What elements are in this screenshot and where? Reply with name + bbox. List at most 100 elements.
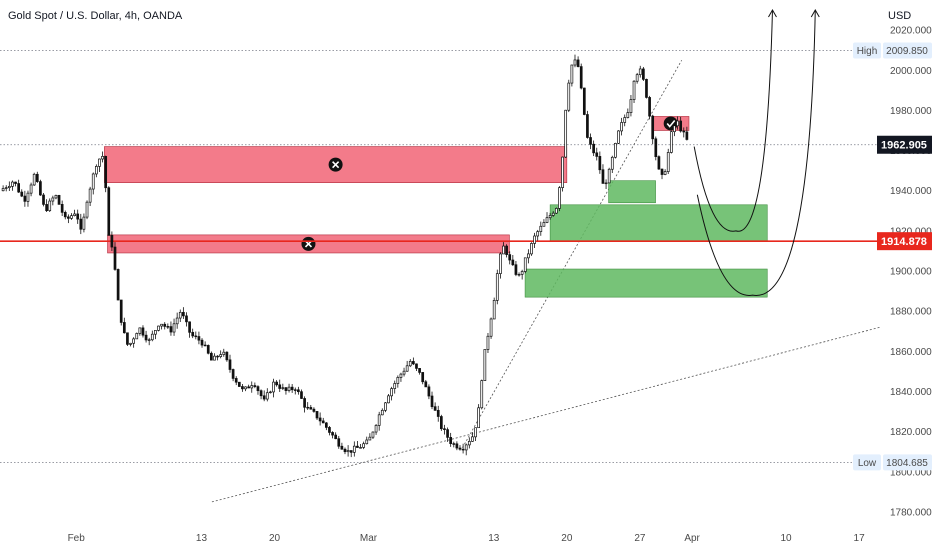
high-tag-label: High — [857, 46, 878, 57]
candle-body — [160, 323, 163, 327]
candle-body — [359, 447, 362, 449]
candle-body — [489, 318, 493, 337]
candle-body — [579, 66, 583, 89]
candle-body — [517, 273, 521, 276]
candle-body — [194, 335, 198, 338]
candle-body — [523, 257, 527, 272]
candle-body — [486, 335, 490, 350]
y-tick-label: 1980.000 — [890, 106, 932, 117]
level-price-box — [877, 232, 932, 251]
candle-body — [626, 112, 630, 118]
candle-body — [635, 74, 639, 82]
candle-body — [178, 311, 182, 319]
candle-body — [362, 443, 365, 448]
candle-body — [424, 381, 428, 388]
demand-zone — [524, 268, 768, 298]
candle-body — [287, 386, 291, 391]
candle-body — [247, 386, 250, 389]
candle-body — [654, 138, 658, 157]
low-tag-label: Low — [858, 458, 877, 469]
candle-body — [412, 361, 415, 365]
candle-body — [104, 156, 108, 189]
candle-body — [126, 332, 129, 345]
candle-body — [11, 181, 14, 187]
candle-body — [188, 321, 191, 333]
candle-body — [79, 218, 83, 230]
candle-body — [582, 87, 586, 115]
candle-body — [253, 385, 257, 387]
candle-body — [673, 125, 676, 133]
arrow-up-icon — [810, 9, 820, 18]
candle-body — [415, 363, 418, 369]
current-price-box — [877, 135, 932, 154]
y-tick-label: 1880.000 — [890, 307, 932, 318]
candle-body — [107, 187, 111, 236]
candle-body — [589, 137, 592, 145]
candle-body — [42, 194, 45, 205]
candle-body — [67, 216, 70, 219]
low-value-box — [883, 454, 932, 471]
candle-body — [259, 390, 263, 397]
candle-body — [132, 338, 135, 344]
y-tick-label: 1920.000 — [890, 226, 932, 237]
candle-body — [76, 213, 80, 220]
candle-body — [570, 64, 574, 84]
candle-body — [331, 432, 334, 436]
candle-body — [315, 411, 319, 419]
candle-body — [113, 246, 117, 270]
candle-body — [4, 187, 8, 189]
chart-title: Gold Spot / U.S. Dollar, 4h, OANDA — [8, 10, 183, 22]
candle-body — [642, 68, 645, 80]
candle-body — [209, 352, 213, 361]
candle-body — [623, 117, 627, 123]
candle-body — [548, 215, 552, 219]
candle-body — [604, 182, 608, 185]
x-tick-label: 20 — [269, 533, 281, 544]
candle-body — [300, 391, 303, 399]
candle-body — [57, 195, 61, 205]
candle-body — [576, 59, 580, 67]
candle-body — [265, 392, 269, 400]
candle-body — [88, 188, 92, 203]
candle-body — [396, 377, 400, 384]
candle-body — [129, 342, 132, 345]
candle-body — [60, 204, 64, 213]
candle-body — [110, 235, 114, 248]
x-tick-label: 17 — [854, 533, 866, 544]
candle-body — [281, 387, 285, 389]
candle-body — [617, 130, 620, 144]
candle-body — [464, 444, 468, 451]
candle-body — [387, 395, 390, 404]
candle-body — [598, 156, 602, 171]
candle-body — [262, 395, 266, 400]
candle-body — [175, 317, 179, 325]
candle-body — [368, 436, 372, 441]
candle-body — [20, 191, 24, 197]
candle-body — [73, 213, 76, 216]
candle-body — [511, 259, 515, 266]
candle-body — [371, 431, 375, 438]
candle-body — [663, 171, 667, 175]
high-value-label: 2009.850 — [886, 46, 928, 57]
projection-path — [696, 10, 816, 296]
candle-body — [449, 437, 453, 444]
candle-body — [182, 311, 185, 317]
current-price-label: 1962.905 — [881, 140, 927, 152]
candle-body — [542, 222, 546, 227]
x-tick-label: Apr — [684, 533, 700, 544]
candle-body — [309, 407, 313, 410]
candle-body — [666, 152, 670, 172]
candle-body — [676, 120, 679, 127]
y-tick-label: 2000.000 — [890, 66, 932, 77]
candle-body — [206, 345, 210, 354]
candle-body — [685, 131, 689, 140]
demand-zone — [608, 180, 656, 204]
low-tag-box — [853, 454, 881, 471]
candle-body — [452, 443, 456, 445]
x-tick-label: Feb — [68, 533, 86, 544]
candle-body — [520, 271, 524, 275]
candle-body — [318, 417, 322, 422]
candle-body — [197, 336, 201, 341]
